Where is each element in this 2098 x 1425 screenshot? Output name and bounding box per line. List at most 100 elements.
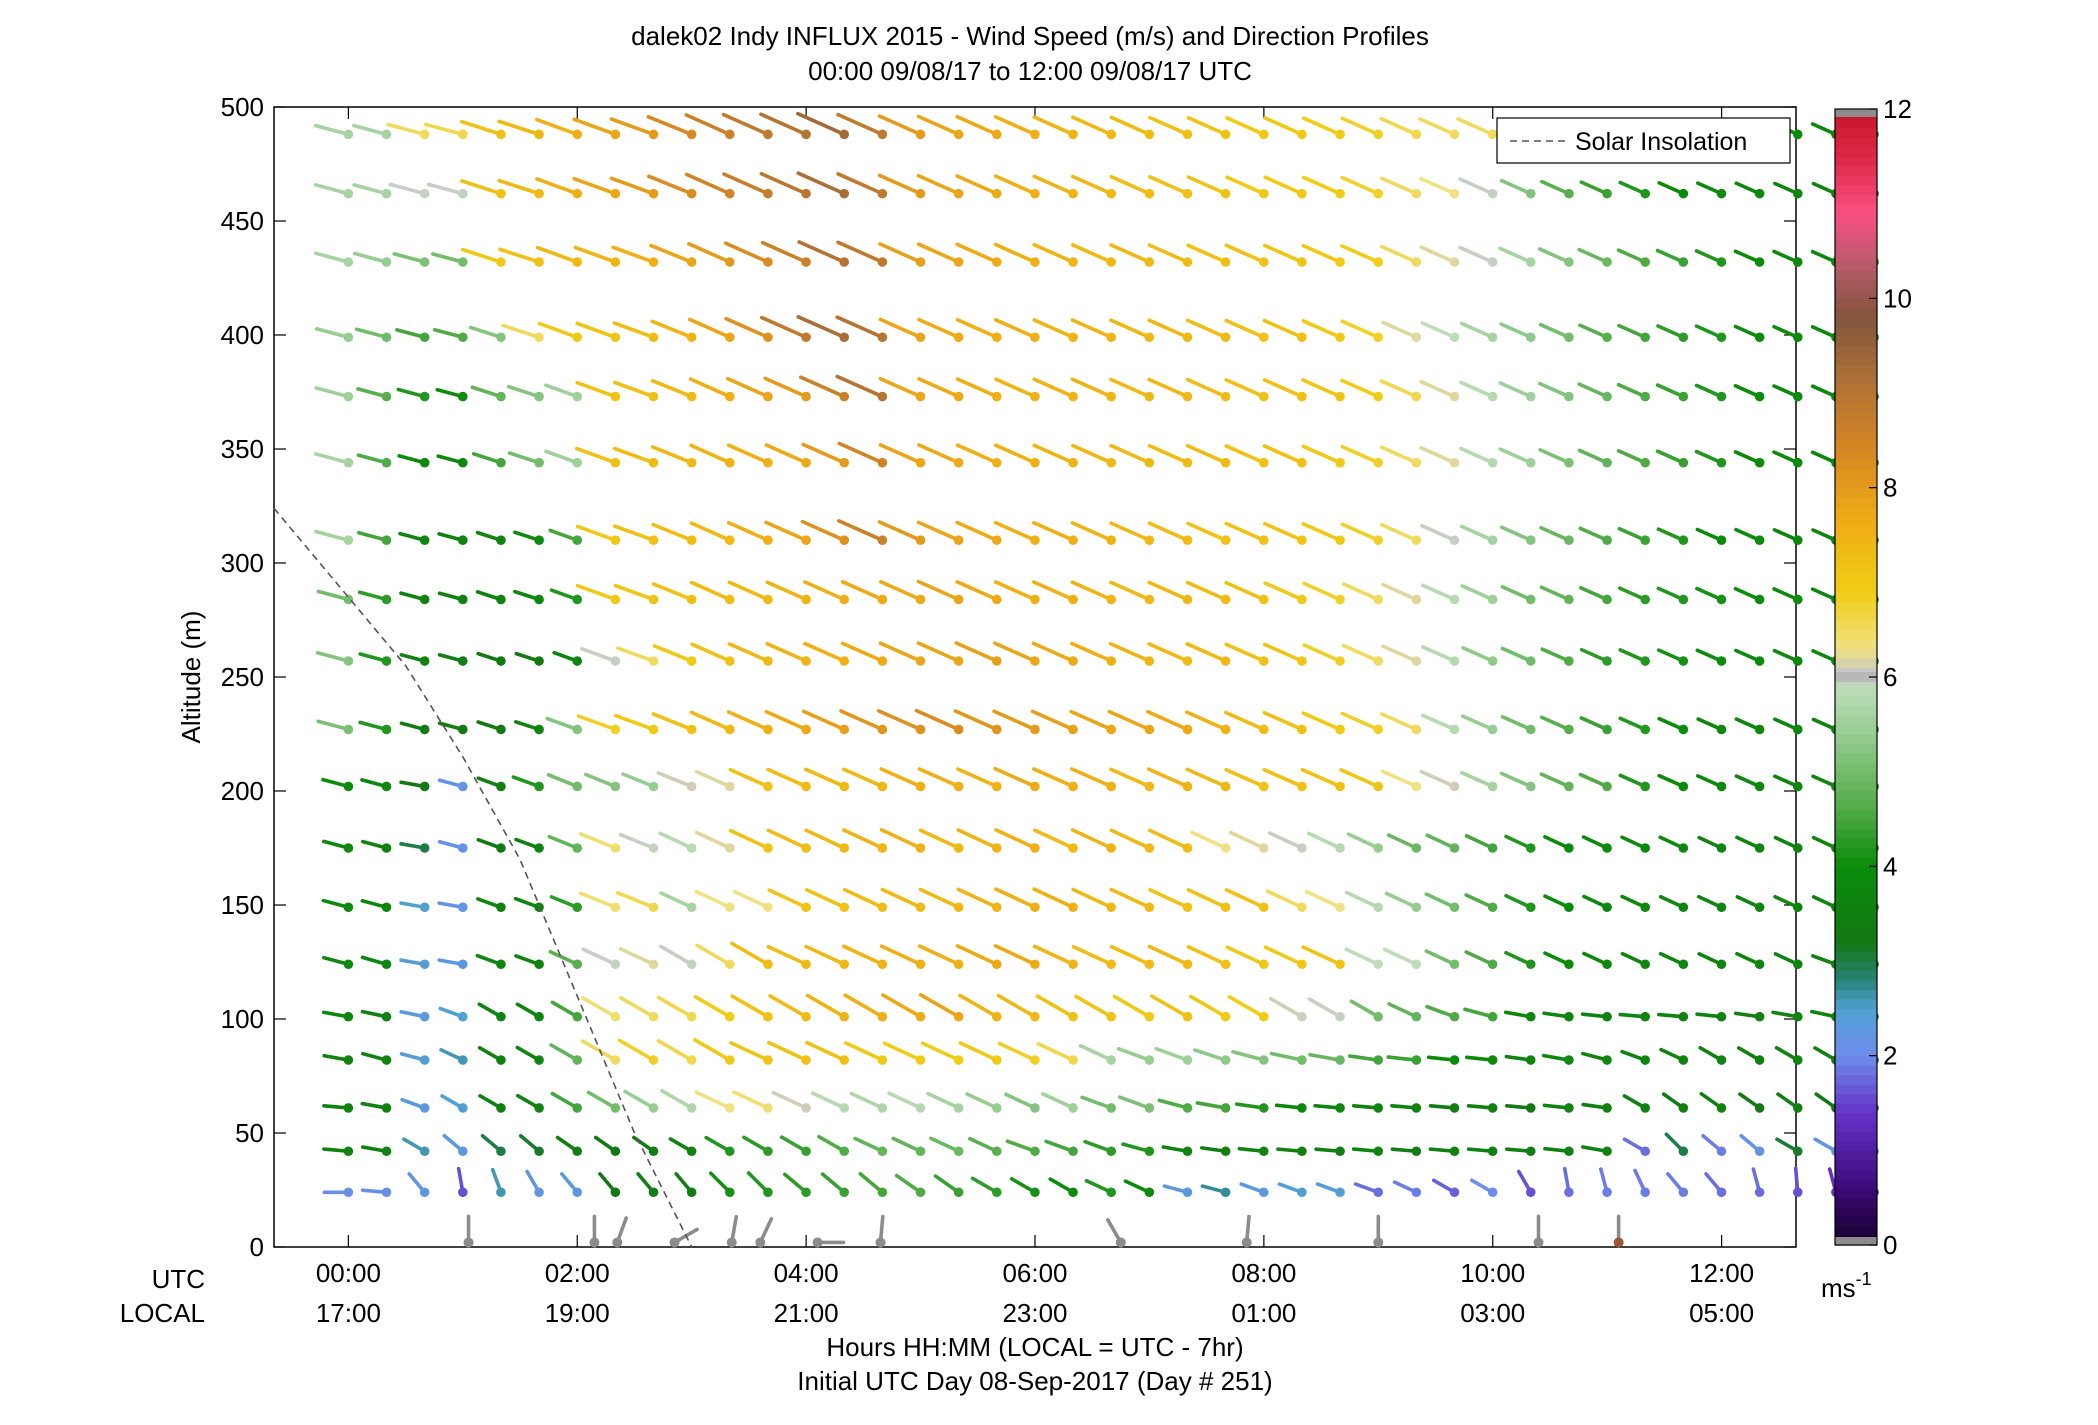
wind-barb bbox=[1195, 1101, 1231, 1113]
wind-barb-shaft bbox=[1459, 446, 1495, 465]
wind-barb-dot bbox=[1792, 1187, 1803, 1198]
wind-barb bbox=[1301, 945, 1345, 970]
wind-barb-dot bbox=[991, 781, 1002, 792]
wind-barb-shaft bbox=[618, 947, 656, 967]
wind-barb-shaft bbox=[613, 524, 656, 543]
wind-barb bbox=[437, 721, 468, 735]
wind-barb-shaft bbox=[916, 520, 961, 543]
wind-barb bbox=[1379, 116, 1422, 140]
wind-barb bbox=[1276, 1146, 1307, 1157]
wind-barb bbox=[1386, 1055, 1422, 1065]
colorbar-segment bbox=[1835, 383, 1877, 394]
wind-barb-shaft bbox=[1186, 243, 1228, 264]
colorbar-segment bbox=[1835, 648, 1877, 659]
wind-barb-dot bbox=[1182, 781, 1193, 792]
wind-barb bbox=[1499, 178, 1536, 199]
wind-barb-shaft bbox=[1578, 772, 1609, 789]
wind-barb-dot bbox=[1564, 1187, 1574, 1198]
wind-barb bbox=[1734, 648, 1765, 666]
wind-barb-dot bbox=[534, 1187, 544, 1198]
wind-barb-dot bbox=[1525, 1187, 1536, 1198]
wind-barb-dot bbox=[1297, 535, 1307, 545]
wind-barb-dot bbox=[419, 959, 430, 970]
wind-barb-shaft bbox=[1185, 767, 1228, 789]
wind-barb-dot bbox=[801, 1055, 811, 1065]
wind-barb bbox=[1199, 1146, 1231, 1157]
wind-barb-shaft bbox=[1109, 944, 1152, 967]
wind-barb bbox=[1032, 174, 1078, 199]
wind-barb bbox=[617, 1038, 659, 1065]
wind-barb bbox=[1381, 582, 1422, 605]
wind-barb bbox=[918, 887, 964, 913]
wind-barb-dot bbox=[1258, 902, 1269, 913]
wind-barb bbox=[1428, 1146, 1460, 1157]
wind-barb-dot bbox=[343, 843, 354, 853]
wind-barb-shaft bbox=[460, 179, 503, 196]
wind-barb bbox=[726, 520, 773, 545]
colorbar-segment bbox=[1835, 752, 1877, 763]
wind-barb bbox=[497, 178, 544, 199]
wind-barb-dot bbox=[1144, 959, 1155, 970]
wind-barb bbox=[437, 532, 468, 545]
wind-barb-shaft bbox=[1185, 377, 1228, 399]
wind-barb-shaft bbox=[730, 994, 770, 1019]
wind-barb-dot bbox=[763, 332, 773, 343]
wind-barb-shaft bbox=[1224, 378, 1266, 399]
wind-barb-dot bbox=[343, 724, 354, 735]
wind-barb-shaft bbox=[1185, 580, 1228, 602]
wind-barb-dot bbox=[1068, 188, 1078, 199]
wind-barb-dot bbox=[1564, 457, 1574, 468]
wind-barb-shaft bbox=[1459, 770, 1495, 789]
wind-barb-dot bbox=[1640, 332, 1650, 343]
wind-barb bbox=[993, 174, 1040, 199]
surface-barb-dot bbox=[612, 1237, 623, 1248]
wind-barb-dot bbox=[1640, 902, 1650, 913]
wind-barb-dot bbox=[1716, 1103, 1727, 1113]
wind-barb-dot bbox=[877, 959, 888, 970]
wind-barb-shaft bbox=[432, 327, 465, 340]
wind-barb-shaft bbox=[1154, 1046, 1190, 1062]
wind-barb-shaft bbox=[612, 446, 656, 465]
wind-barb-dot bbox=[1640, 781, 1650, 792]
wind-barb-dot bbox=[496, 1187, 506, 1198]
wind-barb bbox=[437, 778, 468, 792]
wind-barb bbox=[506, 384, 544, 402]
wind-barb-dot bbox=[1678, 535, 1689, 545]
wind-barb-dot bbox=[534, 1011, 544, 1022]
wind-barb-dot bbox=[572, 1011, 583, 1022]
wind-barb-dot bbox=[1602, 959, 1612, 970]
wind-barb-dot bbox=[1335, 332, 1345, 343]
wind-barb bbox=[1695, 181, 1727, 199]
wind-barb-dot bbox=[343, 1187, 354, 1198]
wind-barb-dot bbox=[1678, 1103, 1689, 1113]
wind-barb-dot bbox=[1487, 594, 1498, 605]
wind-barb-dot bbox=[610, 724, 621, 735]
wind-barb-shaft bbox=[1074, 994, 1114, 1019]
wind-barb-dot bbox=[610, 1011, 621, 1022]
wind-barb bbox=[1500, 646, 1536, 666]
y-tick-label: 450 bbox=[221, 206, 264, 236]
colorbar-segment bbox=[1835, 1103, 1877, 1114]
wind-barb-shaft bbox=[535, 117, 580, 137]
wind-barb-dot bbox=[1411, 656, 1422, 666]
wind-barb-shaft bbox=[796, 171, 847, 196]
wind-barb-dot bbox=[991, 188, 1002, 199]
wind-barb bbox=[1618, 1011, 1650, 1022]
wind-barb bbox=[358, 720, 392, 735]
wind-barb-dot bbox=[1754, 959, 1765, 970]
wind-barb-shaft bbox=[1070, 377, 1114, 399]
wind-barb bbox=[1618, 648, 1650, 666]
wind-barb-dot bbox=[1068, 457, 1078, 468]
wind-barb-shaft bbox=[954, 641, 999, 663]
wind-barb bbox=[1224, 444, 1269, 468]
wind-barb bbox=[514, 651, 544, 666]
wind-barb-dot bbox=[648, 1146, 659, 1157]
wind-barb bbox=[1379, 522, 1422, 545]
wind-barb bbox=[549, 588, 583, 605]
wind-barb bbox=[1695, 774, 1727, 792]
wind-barb bbox=[352, 123, 392, 140]
wind-barb bbox=[1109, 580, 1155, 605]
wind-barb bbox=[1657, 773, 1689, 792]
wind-barb bbox=[545, 716, 583, 735]
